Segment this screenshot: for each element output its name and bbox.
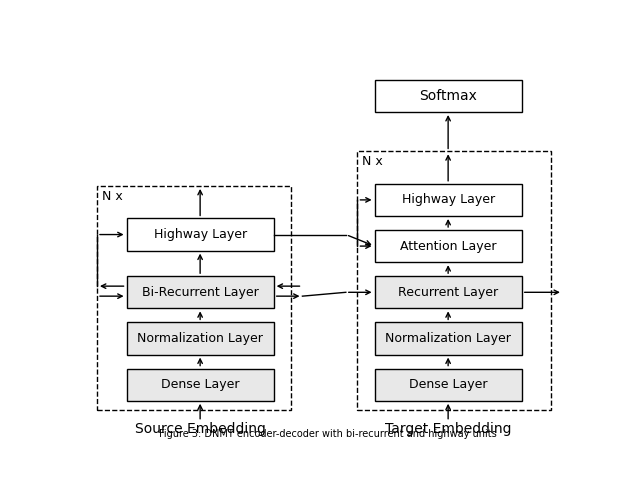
Bar bbox=[374, 369, 522, 401]
Text: Attention Layer: Attention Layer bbox=[400, 240, 497, 252]
Bar bbox=[374, 276, 522, 308]
Bar bbox=[127, 369, 274, 401]
Text: Dense Layer: Dense Layer bbox=[409, 378, 488, 391]
Text: Bi-Recurrent Layer: Bi-Recurrent Layer bbox=[141, 286, 259, 299]
Bar bbox=[374, 184, 522, 216]
Bar bbox=[374, 322, 522, 355]
Text: Dense Layer: Dense Layer bbox=[161, 378, 239, 391]
Bar bbox=[127, 276, 274, 308]
Text: Recurrent Layer: Recurrent Layer bbox=[398, 286, 498, 299]
Text: Source Embedding: Source Embedding bbox=[134, 422, 266, 436]
Text: Target Embedding: Target Embedding bbox=[385, 422, 511, 436]
Text: N x: N x bbox=[362, 155, 383, 168]
Text: Normalization Layer: Normalization Layer bbox=[137, 332, 263, 345]
Bar bbox=[374, 80, 522, 112]
Text: Softmax: Softmax bbox=[419, 89, 477, 103]
Bar bbox=[127, 219, 274, 250]
Bar bbox=[374, 230, 522, 262]
Bar bbox=[127, 322, 274, 355]
Bar bbox=[97, 186, 291, 410]
Text: Figure 3: DNMT encoder-decoder with bi-recurrent and highway units: Figure 3: DNMT encoder-decoder with bi-r… bbox=[159, 429, 497, 439]
Text: Highway Layer: Highway Layer bbox=[401, 193, 495, 206]
Text: N x: N x bbox=[102, 190, 122, 203]
Text: Normalization Layer: Normalization Layer bbox=[385, 332, 511, 345]
Bar bbox=[358, 151, 551, 410]
Text: Highway Layer: Highway Layer bbox=[154, 228, 246, 241]
